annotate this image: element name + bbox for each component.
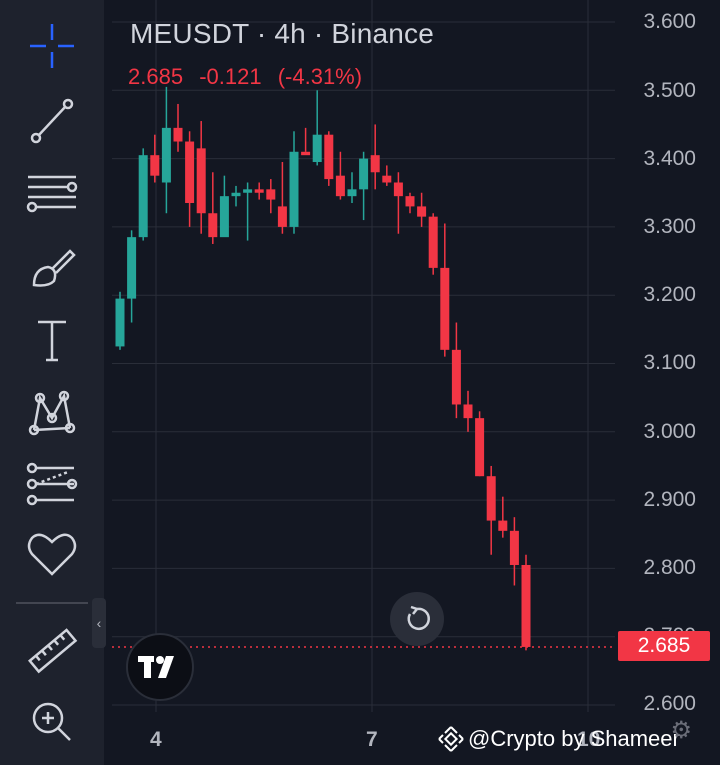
time-tick-label: 7 [366, 728, 378, 751]
candle-body-up [359, 158, 369, 190]
candle-body-down [208, 213, 218, 238]
time-tick-label: 10 [577, 728, 601, 751]
drawing-toolbar: ‹ [0, 0, 106, 765]
binance-logo-icon [438, 726, 464, 752]
pattern-icon [28, 390, 76, 436]
time-tick-label: 4 [150, 728, 162, 751]
price-tick-label: 3.200 [643, 283, 696, 306]
text-icon [38, 320, 66, 362]
watermark-text: @Crypto by Shameer [468, 726, 680, 751]
tv-logo-icon [138, 656, 174, 678]
candle-body-down [277, 206, 287, 227]
reset-chart-button[interactable] [390, 592, 444, 646]
ruler-icon [27, 628, 78, 674]
candle-body-down [266, 189, 276, 200]
brush-icon [32, 249, 76, 287]
price-tick-label: 2.900 [643, 488, 696, 511]
price-tick-label: 3.500 [643, 79, 696, 102]
candle-body-down [185, 141, 195, 203]
candle-body-down [440, 267, 450, 350]
candle-body-down [475, 418, 485, 477]
pattern-tool[interactable] [16, 382, 88, 442]
price-tick-label: 2.800 [643, 556, 696, 579]
price-tick-label: 3.100 [643, 351, 696, 374]
tradingview-logo[interactable] [126, 633, 194, 701]
candle-body-down [405, 196, 415, 207]
candle-body-up [347, 189, 357, 197]
ruler-tool[interactable] [16, 620, 88, 680]
candle-body-down [301, 151, 311, 156]
price-tick-label: 2.600 [643, 692, 696, 715]
text-tool[interactable] [16, 310, 88, 370]
candle-body-up [243, 189, 253, 193]
forecast-icon [26, 462, 78, 506]
current-price-badge: 2.685 [618, 631, 710, 661]
collapse-toolbar-button[interactable]: ‹ [92, 598, 106, 648]
candle-body-up [219, 196, 229, 238]
candle-body-down [254, 189, 264, 193]
candle-body-down [486, 476, 496, 521]
candle-body-down [451, 349, 461, 405]
chevron-left-icon: ‹ [96, 615, 102, 631]
candle-body-down [498, 520, 508, 531]
zoom-in-tool[interactable] [16, 692, 88, 752]
forecast-tool[interactable] [16, 454, 88, 514]
candle-body-up [289, 151, 299, 227]
watermark: @Crypto by Shameer [438, 726, 680, 752]
candle-body-up [161, 127, 171, 183]
candle-body-down [196, 148, 206, 214]
zoom-in-icon [32, 702, 71, 741]
candle-body-up [115, 298, 125, 347]
candle-body-up [312, 134, 322, 163]
candle-body-down [382, 175, 392, 183]
candle-body-down [150, 155, 160, 176]
change-value: -0.121 [199, 64, 262, 89]
crosshair-tool[interactable] [16, 16, 88, 76]
fib-retracement-icon [26, 175, 78, 213]
price-tick-label: 3.000 [643, 420, 696, 443]
trend-line-icon [30, 98, 74, 144]
favorites-tool[interactable] [16, 524, 88, 584]
price-tick-label: 3.400 [643, 147, 696, 170]
candle-body-down [509, 530, 519, 565]
price-change-legend: 2.685 -0.121 (-4.31%) [128, 64, 362, 90]
reset-icon [407, 605, 430, 631]
brush-tool[interactable] [16, 237, 88, 297]
candle-body-down [417, 206, 427, 217]
candle-body-down [463, 404, 473, 419]
settings-icon[interactable]: ⚙ [670, 717, 692, 744]
crosshair-icon [30, 24, 74, 68]
toolbar-divider [16, 602, 88, 604]
candle-body-down [324, 134, 334, 180]
candle-body-down [173, 127, 183, 142]
price-tick-label: 3.600 [643, 10, 696, 33]
candle-body-up [127, 237, 137, 299]
last-price-value: 2.685 [128, 64, 184, 89]
symbol-title: MEUSDT · 4h · Binance [130, 18, 435, 49]
candle-body-down [393, 182, 403, 197]
trend-line-tool[interactable] [16, 90, 88, 150]
fib-retracement-tool[interactable] [16, 163, 88, 223]
candle-body-down [521, 564, 531, 647]
candle-body-up [231, 192, 241, 197]
price-tick-label: 3.300 [643, 215, 696, 238]
candle-body-down [428, 216, 438, 268]
candle-body-up [138, 155, 148, 238]
candle-body-down [370, 155, 380, 173]
favorite-icon [27, 533, 77, 576]
change-percent-value: (-4.31%) [277, 64, 363, 89]
candle-body-down [335, 175, 345, 197]
